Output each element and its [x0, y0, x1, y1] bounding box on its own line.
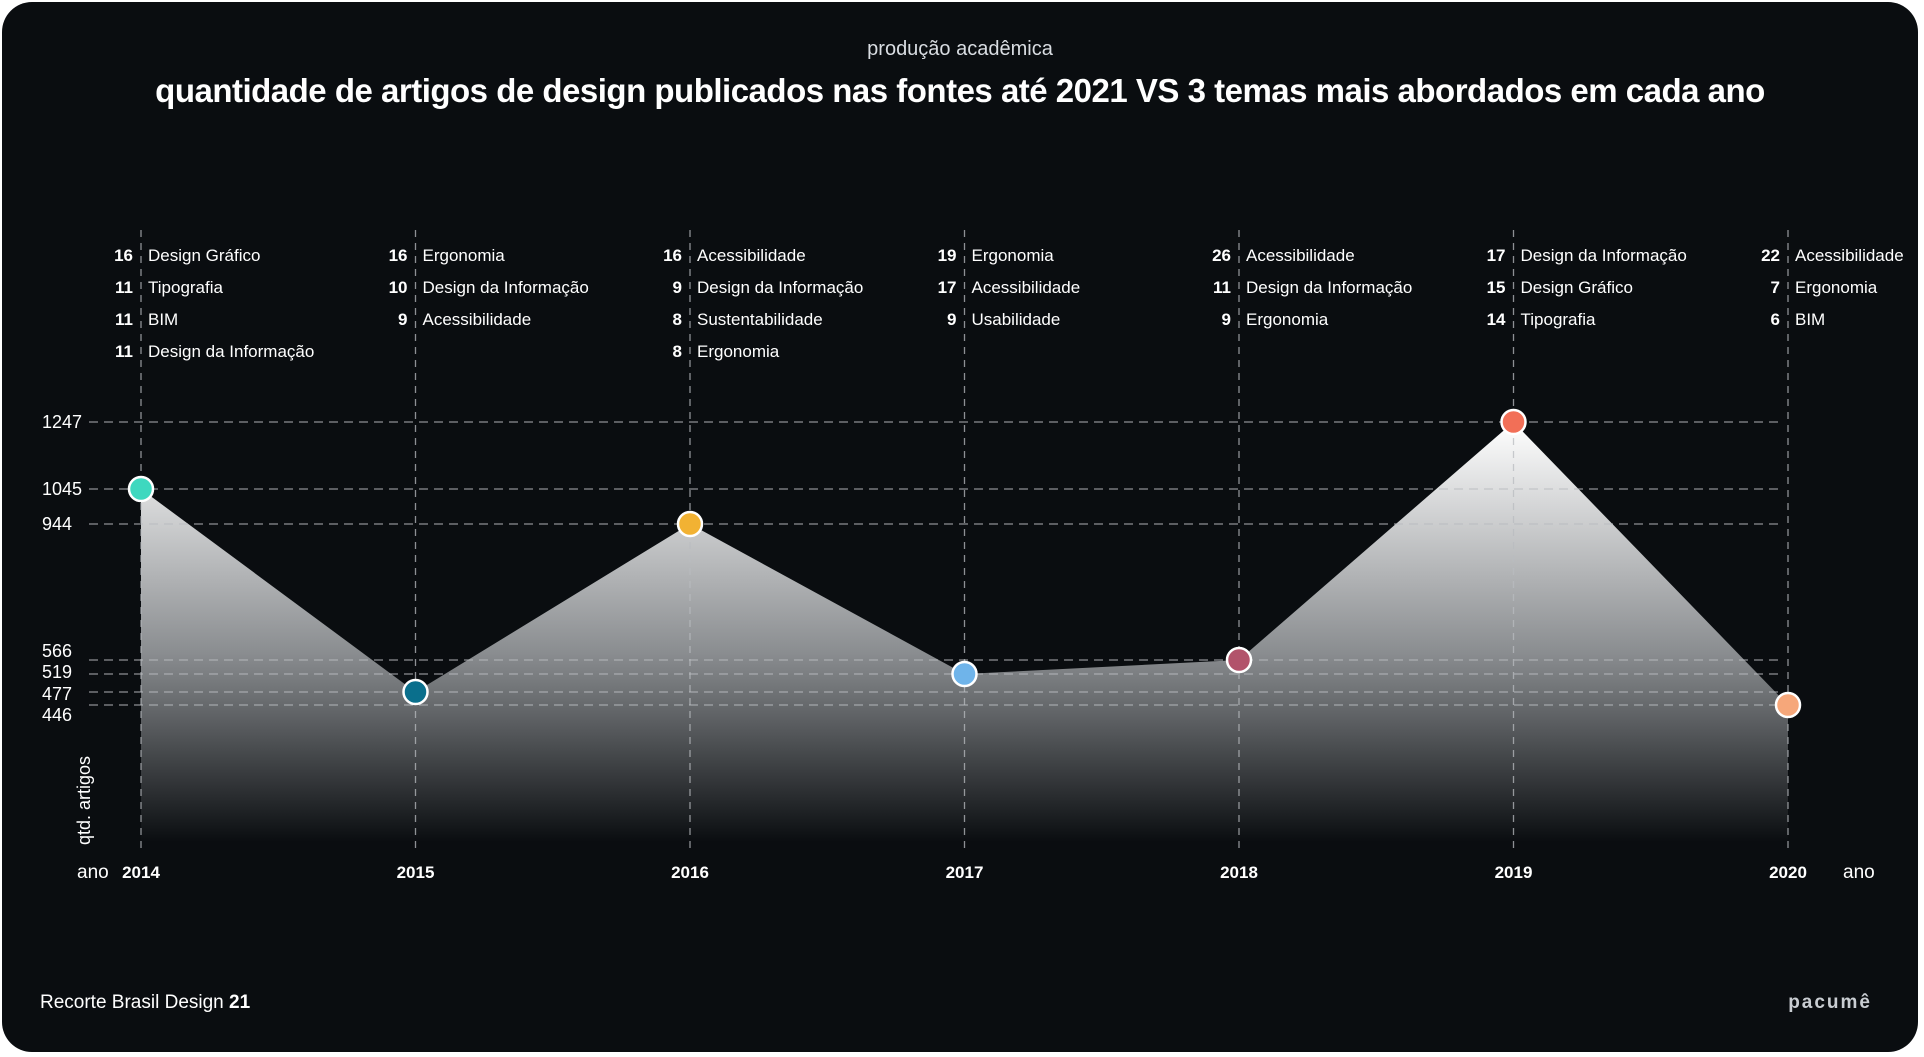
topic-count: 9	[398, 310, 407, 329]
data-point	[676, 510, 704, 538]
topic-count: 8	[673, 310, 682, 329]
data-point	[1500, 408, 1527, 436]
x-axis-label-left: ano	[77, 862, 109, 883]
topic-count: 9	[1222, 310, 1231, 329]
topic-count: 16	[114, 246, 133, 265]
topic-name: Tipografia	[1521, 310, 1597, 329]
topic-count: 19	[938, 246, 957, 265]
topic-count: 9	[947, 310, 956, 329]
topic-name: Ergonomia	[697, 342, 780, 361]
topic-name: Sustentabilidade	[697, 310, 823, 329]
x-axis-label-right: ano	[1843, 862, 1875, 883]
topic-count: 16	[663, 246, 682, 265]
x-tick-label: 2018	[1220, 863, 1258, 882]
data-point	[402, 678, 429, 706]
topic-name: Usabilidade	[972, 310, 1061, 329]
topic-name: Ergonomia	[423, 246, 506, 265]
y-tick-label: 1247	[42, 412, 82, 432]
y-tick-label: 566	[42, 641, 72, 661]
topic-name: Design da Informação	[1246, 278, 1412, 297]
topic-name: Design da Informação	[148, 342, 314, 361]
topic-count: 11	[115, 342, 133, 361]
topic-count: 26	[1212, 246, 1231, 265]
topic-name: Acessibilidade	[972, 278, 1081, 297]
footer-brand-text: Recorte Brasil Design	[40, 992, 224, 1013]
footer-brand-number: 21	[229, 992, 251, 1013]
x-tick-label: 2015	[397, 863, 435, 882]
chart-title: quantidade de artigos de design publicad…	[155, 72, 1765, 109]
x-tick-label: 2014	[122, 863, 160, 882]
topic-name: Acessibilidade	[1246, 246, 1355, 265]
y-axis-label: qtd. artigos	[74, 756, 94, 845]
x-tick-label: 2016	[671, 863, 709, 882]
topic-count: 10	[389, 278, 408, 297]
topic-count: 14	[1487, 310, 1506, 329]
y-tick-label: 519	[42, 662, 72, 682]
x-tick-label: 2017	[946, 863, 984, 882]
topic-count: 11	[1213, 278, 1231, 297]
y-tick-label: 446	[42, 705, 72, 725]
footer-logo: pacumê	[1788, 992, 1872, 1013]
x-tick-label: 2020	[1769, 863, 1807, 882]
topic-count: 16	[389, 246, 408, 265]
data-point	[1774, 691, 1802, 719]
topic-count: 9	[673, 278, 682, 297]
topic-name: Ergonomia	[1246, 310, 1329, 329]
topic-name: Acessibilidade	[1795, 246, 1904, 265]
topic-name: Design da Informação	[697, 278, 863, 297]
chart-subtitle: produção acadêmica	[867, 38, 1053, 60]
y-tick-label: 1045	[42, 479, 82, 499]
topic-name: Design Gráfico	[1521, 278, 1633, 297]
data-point	[127, 475, 155, 503]
topic-name: Acessibilidade	[423, 310, 532, 329]
topic-count: 8	[673, 342, 682, 361]
topic-count: 17	[938, 278, 957, 297]
topic-count: 11	[115, 278, 133, 297]
topic-name: Tipografia	[148, 278, 224, 297]
x-tick-label: 2019	[1495, 863, 1533, 882]
topic-count: 6	[1771, 310, 1780, 329]
topic-count: 15	[1487, 278, 1506, 297]
topic-name: BIM	[1795, 310, 1825, 329]
y-tick-label: 477	[42, 684, 72, 704]
topic-name: Design da Informação	[1521, 246, 1687, 265]
y-tick-label: 944	[42, 514, 72, 534]
topic-count: 7	[1771, 278, 1780, 297]
data-point	[1225, 646, 1253, 674]
data-point	[951, 660, 978, 688]
topic-name: Design da Informação	[423, 278, 589, 297]
topic-count: 11	[115, 310, 133, 329]
footer-brand: Recorte Brasil Design 21	[40, 992, 250, 1014]
topic-name: Ergonomia	[1795, 278, 1878, 297]
topic-count: 22	[1761, 246, 1780, 265]
topic-name: Acessibilidade	[697, 246, 806, 265]
topic-count: 17	[1487, 246, 1506, 265]
area-fill	[141, 422, 1788, 842]
topic-name: BIM	[148, 310, 178, 329]
topic-name: Design Gráfico	[148, 246, 260, 265]
topic-name: Ergonomia	[972, 246, 1055, 265]
